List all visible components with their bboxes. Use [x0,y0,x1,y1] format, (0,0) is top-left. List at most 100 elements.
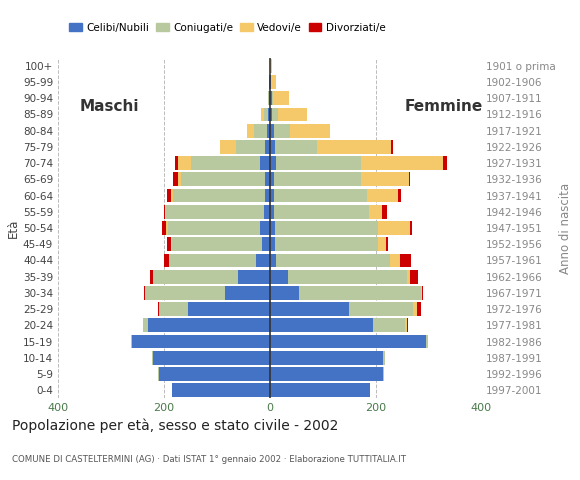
Bar [165,205,166,219]
Bar [270,221,275,235]
Bar [238,270,270,284]
Bar [422,286,423,300]
Bar [270,156,276,170]
Bar [270,140,275,154]
Bar [181,172,266,186]
Bar [248,124,254,138]
Bar [270,270,288,284]
Bar [267,124,270,138]
Bar [426,335,429,348]
Text: Popolazione per età, sesso e stato civile - 2002: Popolazione per età, sesso e stato civil… [12,418,338,432]
Bar [188,302,270,316]
Bar [166,221,168,235]
Bar [164,253,169,267]
Bar [274,124,290,138]
Bar [146,286,224,300]
Bar [288,270,407,284]
Bar [290,124,329,138]
Bar [274,189,367,203]
Bar [167,237,171,251]
Bar [166,205,264,219]
Bar [382,205,387,219]
Bar [390,253,400,267]
Bar [274,205,369,219]
Bar [270,189,274,203]
Bar [349,302,412,316]
Bar [158,302,188,316]
Bar [261,108,264,121]
Bar [278,108,307,121]
Bar [270,108,273,121]
Bar [260,221,270,235]
Bar [270,286,299,300]
Bar [173,189,266,203]
Bar [268,108,270,121]
Bar [275,140,317,154]
Bar [158,367,270,381]
Bar [266,140,270,154]
Bar [392,140,393,154]
Bar [270,302,349,316]
Bar [172,237,262,251]
Bar [361,156,443,170]
Bar [271,75,275,89]
Bar [269,91,270,105]
Bar [270,253,276,267]
Bar [148,318,270,332]
Bar [171,189,173,203]
Y-axis label: Anno di nascita: Anno di nascita [559,182,572,274]
Legend: Celibi/Nubili, Coniugati/e, Vedovi/e, Divorziati/e: Celibi/Nubili, Coniugati/e, Vedovi/e, Di… [65,19,390,37]
Bar [410,270,418,284]
Bar [378,221,410,235]
Bar [167,189,171,203]
Text: Femmine: Femmine [405,99,483,114]
Bar [299,286,420,300]
Bar [260,156,270,170]
Text: Maschi: Maschi [79,99,139,114]
Bar [270,367,383,381]
Bar [266,189,270,203]
Bar [266,172,270,186]
Bar [275,237,378,251]
Bar [132,335,270,348]
Bar [361,172,409,186]
Bar [270,75,271,89]
Bar [270,124,274,138]
Bar [144,286,146,300]
Bar [267,91,269,105]
Bar [143,318,148,332]
Bar [273,91,289,105]
Bar [173,172,178,186]
Bar [256,253,270,267]
Bar [270,335,426,348]
Bar [191,156,260,170]
Bar [162,221,166,235]
Bar [270,91,272,105]
Bar [220,140,237,154]
Bar [264,205,270,219]
Bar [410,221,412,235]
Bar [224,286,270,300]
Bar [264,108,268,121]
Bar [407,318,408,332]
Bar [237,140,266,154]
Bar [169,253,256,267]
Bar [443,156,447,170]
Bar [152,351,153,365]
Bar [178,172,181,186]
Bar [276,156,361,170]
Bar [270,384,370,397]
Bar [409,172,410,186]
Bar [153,351,270,365]
Bar [270,172,274,186]
Bar [276,253,390,267]
Bar [317,140,392,154]
Bar [412,302,417,316]
Bar [274,172,361,186]
Bar [398,189,401,203]
Bar [172,384,270,397]
Bar [178,156,191,170]
Bar [275,221,378,235]
Bar [373,318,405,332]
Bar [417,302,421,316]
